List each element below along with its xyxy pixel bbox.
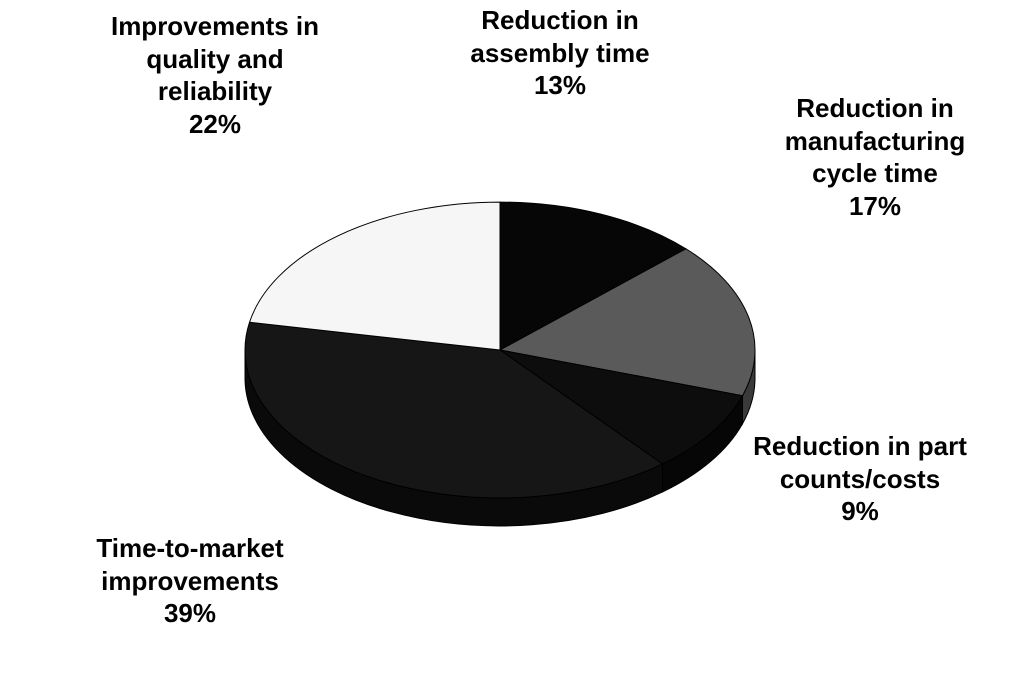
label-quality-reliability: Improvements in quality and reliability … <box>60 10 370 140</box>
label-assembly-time: Reduction in assembly time 13% <box>400 4 720 102</box>
label-part-counts-costs: Reduction in part counts/costs 9% <box>710 430 1010 528</box>
label-mfg-cycle-time: Reduction in manufacturing cycle time 17… <box>730 92 1020 222</box>
chart-stage: Reduction in assembly time 13% Reduction… <box>0 0 1024 676</box>
label-time-to-market: Time-to-market improvements 39% <box>40 532 340 630</box>
